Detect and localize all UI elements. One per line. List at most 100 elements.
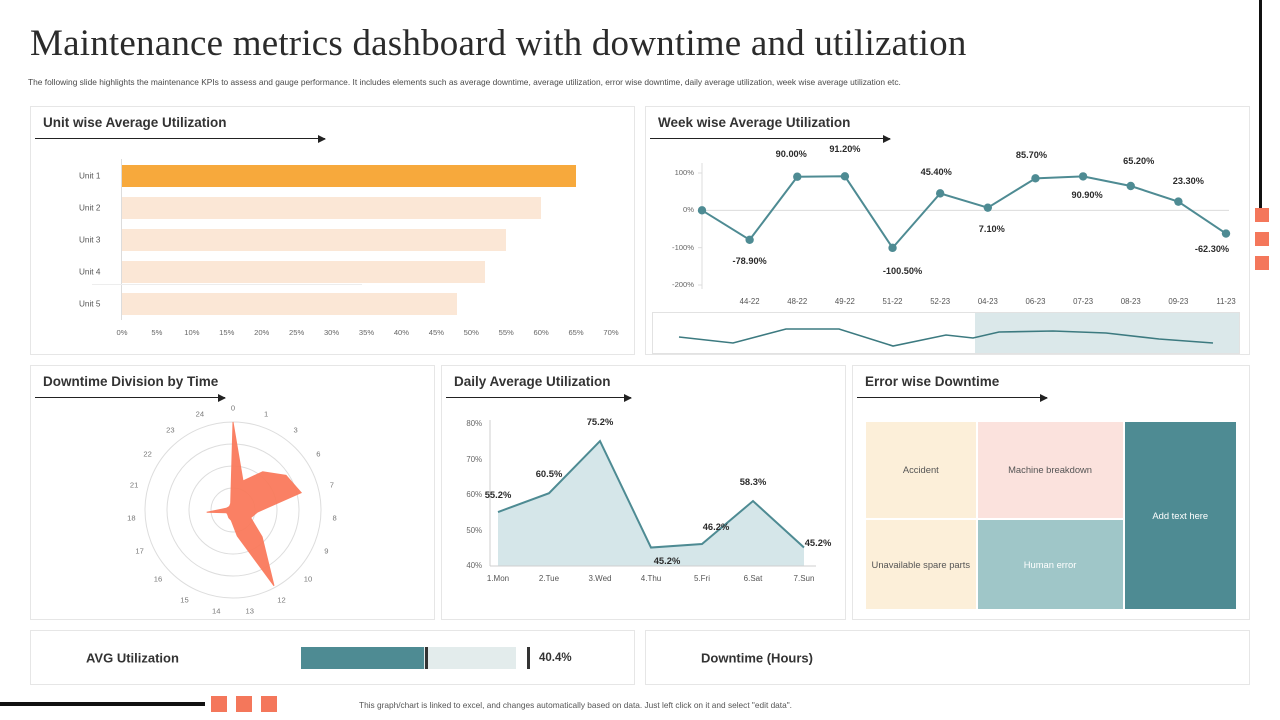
unit-bar[interactable] [122, 197, 542, 219]
unit-bar[interactable] [122, 293, 458, 315]
unit-x-tick: 0% [116, 328, 128, 337]
radar-axis-label: 21 [129, 480, 139, 490]
week-data-label: -100.50% [882, 265, 923, 276]
daily-x-tick: 1.Mon [486, 574, 510, 583]
daily-area-plot: 80% 70% 60% 50% 40% 1.Mon 2.Tue 3.Wed 4.Thu 5.Fri… [442, 406, 847, 616]
week-x-tick: 48-22 [787, 297, 808, 306]
unit-bar-label: Unit 5 [79, 299, 101, 309]
card-title-downtime-division: Downtime Division by Time [43, 374, 219, 389]
week-y-tick: 0% [683, 205, 694, 215]
daily-y-tick: 60% [466, 490, 482, 499]
unit-bar[interactable] [122, 261, 486, 283]
daily-y-tick: 40% [466, 561, 482, 570]
radar-axis-label: 10 [303, 574, 313, 584]
week-x-tick: 11-23 [1216, 297, 1236, 306]
week-x-tick: 49-22 [834, 297, 855, 306]
week-data-label: 90.90% [1071, 190, 1103, 201]
card-unit-wise-average-utilization: Unit wise Average Utilization Unit 1 Unit… [30, 106, 635, 355]
daily-x-tick: 7.Sun [793, 574, 815, 583]
daily-data-label: 55.2% [484, 489, 512, 501]
title-underline-arrow-week [650, 134, 891, 143]
error-treemap: Accident Machine breakdown Unavailable spa… [865, 421, 1237, 610]
unit-x-tick: 70% [603, 328, 619, 337]
week-data-label: 23.30% [1172, 175, 1204, 186]
radar-axis-label: 16 [153, 574, 163, 584]
week-y-tick: 100% [674, 168, 694, 177]
week-y-tick: -200% [672, 280, 694, 289]
daily-data-label: 58.3% [739, 476, 767, 488]
radar-axis-label: 3 [293, 425, 298, 434]
decor-square-right-3 [1255, 256, 1269, 270]
radar-axis-label: 12 [277, 595, 286, 605]
daily-data-label: 46.2% [702, 520, 730, 532]
week-data-label: 7.10% [978, 223, 1005, 234]
decor-square-bottom-1 [211, 696, 227, 712]
radar-axis-label: 1 [263, 409, 269, 419]
treemap-cell[interactable]: Unavailable spare parts [865, 519, 977, 610]
unit-x-tick: 60% [533, 328, 549, 337]
footer-note: This graph/chart is linked to excel, and… [359, 700, 792, 710]
daily-data-label: 45.2% [653, 554, 681, 566]
daily-x-tick: 5.Fri [694, 574, 710, 583]
unit-x-tick: 30% [323, 328, 340, 337]
week-data-label: 65.20% [1123, 155, 1155, 166]
unit-bar-label: Unit 4 [79, 267, 101, 277]
right-vertical-rule [1259, 0, 1262, 222]
card-downtime-hours: Downtime (Hours) AVG: 15.1 [645, 630, 1250, 685]
week-data-label: 85.70% [1015, 150, 1048, 161]
title-underline-arrow-daily [446, 393, 632, 402]
card-downtime-division-by-time: Downtime Division by Time 0 1 3 6 7 8 9 10 12 13 1… [30, 365, 435, 620]
daily-x-tick: 6.Sat [743, 574, 763, 583]
week-x-tick: 52-23 [930, 297, 951, 306]
avg-utilization-value-marker [527, 646, 530, 669]
radar-axis-label: 8 [332, 513, 337, 523]
radar-axis-label: 15 [180, 595, 189, 605]
card-daily-average-utilization: Daily Average Utilization 80% 70% 60% 50% 40… [441, 365, 846, 620]
week-x-tick: 08-23 [1120, 297, 1141, 306]
unit-chart-x-axis: 0% 5% 10% 15% 20% 25% 30% 35% 40% 45% 50% 55% 60% 65%… [117, 328, 619, 342]
title-underline-arrow-unit [35, 134, 326, 143]
radar-chart: 0 1 3 6 7 8 9 10 12 13 14 15 16 17 18 21 22 23 24 [31, 404, 436, 616]
unit-bar-label: Unit 3 [79, 235, 101, 245]
week-data-label: -78.90% [732, 255, 767, 266]
card-title-error-wise: Error wise Downtime [865, 374, 1000, 389]
treemap-cell[interactable]: Add text here [1123, 421, 1237, 610]
week-y-tick: -100% [672, 242, 694, 252]
unit-x-tick: 15% [219, 328, 235, 337]
radar-axis-label: 7 [329, 480, 334, 490]
unit-bar[interactable] [122, 165, 577, 187]
decor-square-right-1 [1255, 208, 1269, 222]
avg-utilization-bar-fill [301, 646, 424, 669]
daily-data-label: 60.5% [535, 468, 563, 480]
unit-bar[interactable] [122, 229, 507, 251]
title-underline-arrow-downtime [35, 393, 226, 402]
card-title-unit-wise: Unit wise Average Utilization [43, 115, 227, 130]
week-range-selector[interactable] [652, 312, 1240, 354]
unit-x-tick: 20% [254, 328, 270, 337]
card-title-daily: Daily Average Utilization [454, 374, 611, 389]
radar-axis-label: 6 [316, 449, 321, 459]
week-data-label: 90.00% [775, 148, 807, 159]
week-x-tick: 09-23 [1168, 297, 1189, 306]
treemap-cell[interactable]: Machine breakdown [976, 421, 1124, 520]
radar-axis-label: 14 [211, 606, 221, 616]
unit-x-tick: 25% [289, 328, 305, 337]
avg-utilization-value: 40.4% [539, 651, 572, 664]
week-x-tick: 06-23 [1025, 297, 1046, 306]
week-line-svg [697, 163, 1231, 289]
week-x-tick: 07-23 [1073, 297, 1094, 306]
page-title: Maintenance metrics dashboard with downt… [30, 23, 967, 64]
treemap-cell[interactable]: Accident [865, 421, 977, 520]
unit-x-tick: 55% [498, 328, 514, 337]
radar-axis-label: 22 [143, 449, 152, 459]
week-x-tick: 44-22 [739, 297, 760, 306]
title-underline-arrow-error [857, 393, 1048, 402]
card-error-wise-downtime: Error wise Downtime Accident Machine brea… [852, 365, 1250, 620]
week-data-label: -62.30% [1194, 243, 1230, 254]
radar-axis-label: 23 [166, 425, 175, 434]
daily-data-label: 75.2% [586, 416, 614, 428]
unit-x-tick: 45% [428, 328, 444, 337]
card-title-week-wise: Week wise Average Utilization [658, 115, 851, 130]
treemap-cell[interactable]: Human error [976, 519, 1124, 610]
